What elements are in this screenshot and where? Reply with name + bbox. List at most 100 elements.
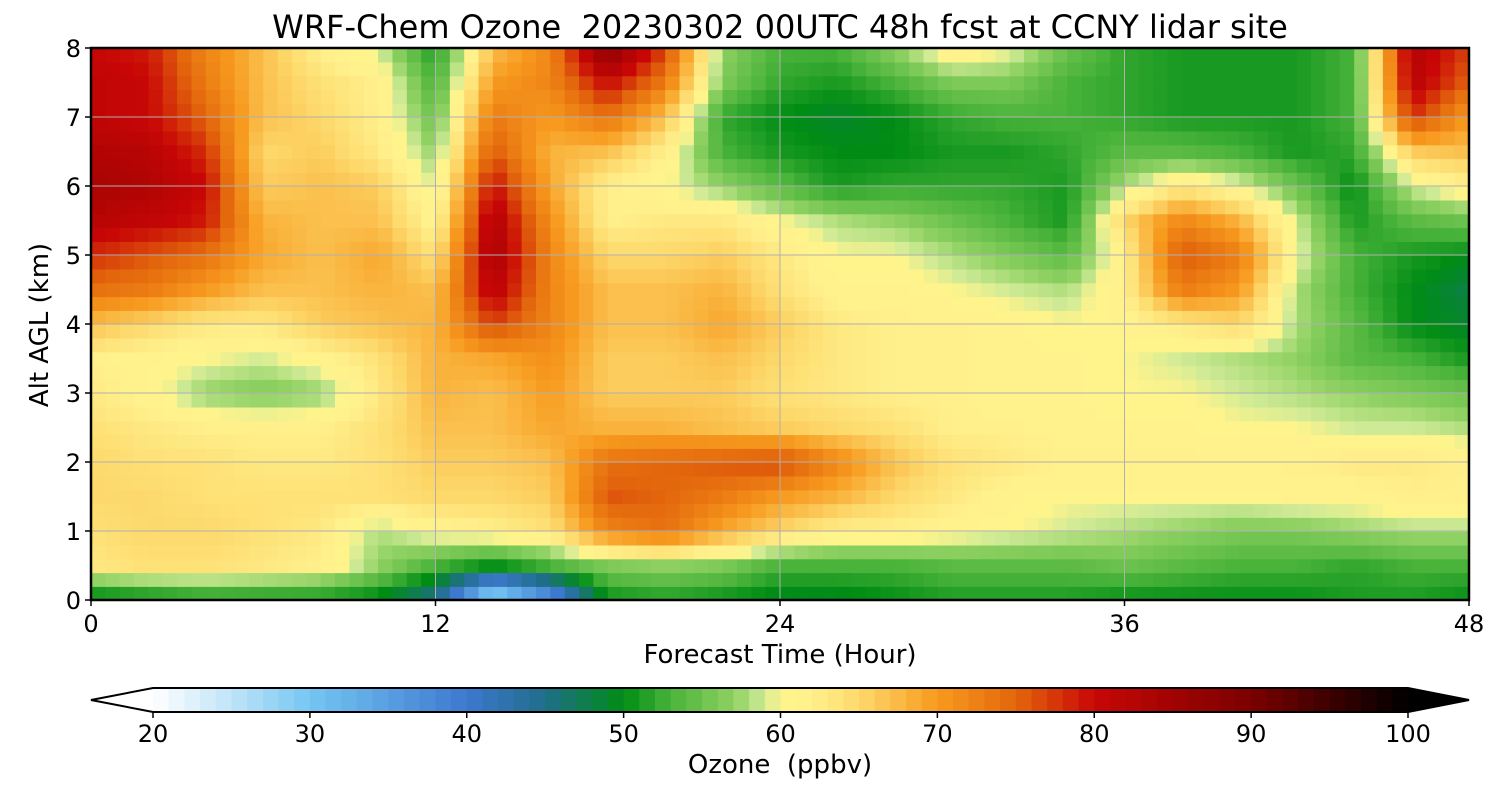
heatmap-cell bbox=[363, 365, 379, 380]
heatmap-cell bbox=[1067, 186, 1083, 201]
heatmap-cell bbox=[1296, 241, 1312, 256]
heatmap-cell bbox=[363, 75, 379, 91]
heatmap-cell bbox=[636, 531, 652, 546]
heatmap-cell bbox=[866, 89, 882, 104]
heatmap-cell bbox=[1411, 531, 1427, 546]
heatmap-cell bbox=[780, 268, 796, 284]
heatmap-cell bbox=[765, 213, 781, 229]
heatmap-cell bbox=[148, 172, 164, 187]
heatmap-cell bbox=[435, 517, 451, 532]
heatmap-cell bbox=[1124, 503, 1140, 518]
heatmap-cell bbox=[1311, 379, 1327, 394]
heatmap-cell bbox=[1311, 517, 1327, 532]
heatmap-cell bbox=[550, 227, 566, 242]
heatmap-cell bbox=[1153, 393, 1169, 408]
heatmap-cell bbox=[1325, 489, 1341, 505]
heatmap-cell bbox=[1153, 61, 1169, 77]
heatmap-cell bbox=[837, 586, 853, 600]
heatmap-cell bbox=[1167, 199, 1183, 215]
heatmap-cell bbox=[134, 572, 150, 587]
heatmap-cell bbox=[1038, 213, 1054, 229]
heatmap-cell bbox=[1311, 241, 1327, 256]
heatmap-cell bbox=[306, 158, 322, 173]
heatmap-cell bbox=[679, 503, 695, 518]
heatmap-cell bbox=[665, 420, 681, 436]
heatmap-cell bbox=[1440, 475, 1456, 491]
heatmap-cell bbox=[1239, 420, 1255, 436]
heatmap-cell bbox=[1110, 89, 1126, 104]
heatmap-cell bbox=[378, 448, 394, 463]
heatmap-cell bbox=[1325, 337, 1341, 353]
heatmap-cell bbox=[794, 296, 810, 311]
heatmap-cell bbox=[392, 89, 408, 104]
heatmap-cell bbox=[966, 406, 982, 422]
heatmap-cell bbox=[1110, 117, 1126, 132]
heatmap-cell bbox=[478, 227, 494, 242]
heatmap-cell bbox=[205, 199, 221, 215]
heatmap-cell bbox=[378, 365, 394, 380]
heatmap-cell bbox=[751, 227, 767, 242]
heatmap-cell bbox=[1425, 310, 1441, 325]
heatmap-cell bbox=[1397, 186, 1413, 201]
heatmap-cell bbox=[521, 365, 537, 380]
heatmap-cell bbox=[679, 172, 695, 187]
heatmap-cell bbox=[349, 172, 365, 187]
heatmap-cell bbox=[765, 158, 781, 173]
heatmap-cell bbox=[1296, 337, 1312, 353]
heatmap-cell bbox=[1296, 172, 1312, 187]
heatmap-cell bbox=[636, 158, 652, 173]
heatmap-cell bbox=[837, 158, 853, 173]
heatmap-cell bbox=[995, 255, 1011, 270]
heatmap-cell bbox=[177, 379, 193, 394]
heatmap-cell bbox=[579, 213, 595, 229]
heatmap-cell bbox=[894, 489, 910, 505]
heatmap-cell bbox=[406, 144, 422, 160]
heatmap-cell bbox=[995, 144, 1011, 160]
heatmap-cell bbox=[1425, 255, 1441, 270]
heatmap-cell bbox=[335, 89, 351, 104]
heatmap-cell bbox=[693, 48, 709, 63]
heatmap-cell bbox=[1181, 475, 1197, 491]
heatmap-cell bbox=[1268, 586, 1284, 600]
heatmap-cell bbox=[263, 227, 279, 242]
heatmap-cell bbox=[91, 420, 107, 436]
heatmap-cell bbox=[937, 531, 953, 546]
heatmap-cell bbox=[1282, 586, 1298, 600]
heatmap-cell bbox=[1224, 572, 1241, 587]
heatmap-cell bbox=[1124, 213, 1140, 229]
heatmap-field bbox=[91, 48, 1469, 600]
heatmap-cell bbox=[765, 268, 781, 284]
heatmap-cell bbox=[966, 241, 982, 256]
heatmap-cell bbox=[1224, 172, 1241, 187]
heatmap-cell bbox=[550, 255, 566, 270]
y-tick-label: 8 bbox=[66, 35, 81, 63]
heatmap-cell bbox=[1095, 144, 1111, 160]
heatmap-cell bbox=[449, 117, 465, 132]
heatmap-cell bbox=[464, 199, 480, 215]
heatmap-cell bbox=[722, 517, 738, 532]
heatmap-cell bbox=[1138, 172, 1154, 187]
heatmap-cell bbox=[148, 255, 164, 270]
heatmap-cell bbox=[234, 310, 250, 325]
heatmap-cell bbox=[234, 586, 250, 600]
heatmap-cell bbox=[119, 406, 135, 422]
heatmap-cell bbox=[952, 393, 968, 408]
heatmap-cell bbox=[937, 420, 953, 436]
heatmap-cell bbox=[1181, 186, 1197, 201]
heatmap-cell bbox=[952, 199, 968, 215]
heatmap-cell bbox=[134, 586, 150, 600]
heatmap-cell bbox=[535, 475, 552, 491]
heatmap-cell bbox=[894, 227, 910, 242]
heatmap-cell bbox=[162, 324, 178, 339]
heatmap-cell bbox=[306, 393, 322, 408]
heatmap-cell bbox=[1354, 531, 1370, 546]
heatmap-cell bbox=[579, 379, 595, 394]
heatmap-cell bbox=[937, 282, 953, 298]
heatmap-cell bbox=[665, 103, 681, 118]
heatmap-cell bbox=[1440, 586, 1456, 600]
heatmap-cell bbox=[1311, 227, 1327, 242]
heatmap-cell bbox=[449, 475, 465, 491]
heatmap-cell bbox=[105, 489, 121, 505]
heatmap-cell bbox=[1009, 61, 1025, 77]
heatmap-cell bbox=[1339, 296, 1355, 311]
